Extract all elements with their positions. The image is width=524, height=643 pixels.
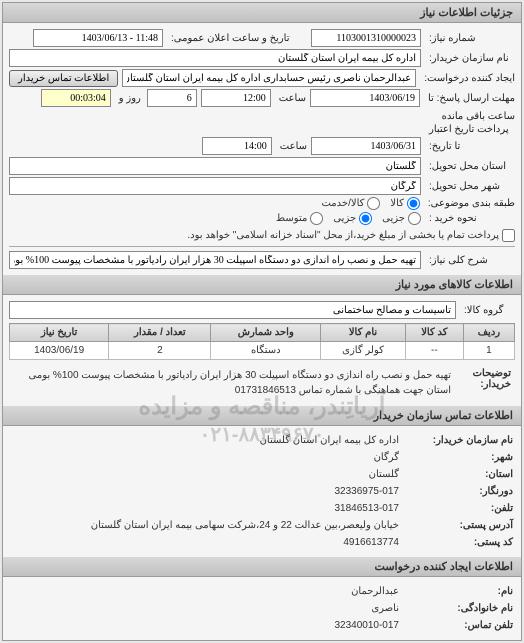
buyer-org-label: نام سازمان خریدار: — [425, 53, 515, 64]
announce-label: تاریخ و ساعت اعلان عمومی: — [167, 33, 307, 44]
deadline-date-input[interactable] — [310, 89, 420, 107]
col-name: نام کالا — [321, 324, 406, 342]
c-lbl-2: استان: — [403, 466, 513, 483]
city-input[interactable] — [9, 177, 421, 195]
pkg-radio-all[interactable] — [407, 197, 420, 210]
title-label: شرح کلی نیاز: — [425, 255, 515, 266]
c-lbl-6: کد پستی: — [403, 534, 513, 551]
pkg-opt-part[interactable]: کالا/خدمت — [321, 197, 380, 210]
cell-qty: 2 — [109, 342, 211, 360]
c-lbl-5: آدرس پستی: — [403, 517, 513, 534]
divider — [9, 246, 515, 247]
requester-block: نام:عبدالرحمان نام خانوادگی:ناصری تلفن ت… — [3, 577, 521, 640]
desc-label: توضیحات خریدار: — [455, 364, 515, 402]
cell-name: کولر گازی — [321, 342, 406, 360]
budget-3-label: متوسط — [276, 213, 307, 224]
credit-label: پرداخت تاریخ اعتبار — [425, 124, 515, 135]
contact-header: اطلاعات تماس سازمان خریدار — [3, 406, 521, 426]
col-date: تاریخ نیاز — [10, 324, 109, 342]
budget-1-label: جزیی — [382, 213, 405, 224]
remain-label: ساعت باقی مانده — [438, 111, 515, 122]
group-label: گروه کالا: — [460, 305, 515, 316]
budget-radio-3[interactable] — [310, 212, 323, 225]
budget-label: نحوه خرید : — [425, 213, 515, 224]
budget-2-label: جزیی — [333, 213, 356, 224]
col-unit: واحد شمارش — [211, 324, 321, 342]
budget-opt3[interactable]: متوسط — [276, 212, 323, 225]
desc-text: تهیه حمل و نصب راه اندازی دو دستگاه اسپی… — [9, 364, 455, 402]
requester-input[interactable] — [122, 69, 416, 87]
col-qty: تعداد / مقدار — [109, 324, 211, 342]
cell-code: -- — [405, 342, 463, 360]
budget-opt2[interactable]: جزیی — [333, 212, 372, 225]
pkg-opt-all[interactable]: کالا — [390, 197, 420, 210]
c-val-1: گرگان — [374, 449, 399, 466]
province-input[interactable] — [9, 157, 421, 175]
r-lbl-0: نام: — [403, 583, 513, 600]
city-label: شهر محل تحویل: — [425, 181, 515, 192]
deadline-time-label: ساعت — [275, 93, 306, 104]
desc-row: توضیحات خریدار: تهیه حمل و نصب راه انداز… — [9, 364, 515, 402]
budget-note-checkbox[interactable] — [502, 229, 515, 242]
deadline-time-input[interactable] — [201, 89, 271, 107]
c-lbl-3: دورنگار: — [403, 483, 513, 500]
validity-label: تا تاریخ: — [425, 141, 515, 152]
r-lbl-1: نام خانوادگی: — [403, 600, 513, 617]
days-input[interactable] — [147, 89, 197, 107]
c-lbl-0: نام سازمان خریدار: — [403, 432, 513, 449]
c-lbl-4: تلفن: — [403, 500, 513, 517]
budget-opt1[interactable]: جزیی — [382, 212, 421, 225]
r-val-1: ناصری — [371, 600, 399, 617]
request-no-label: شماره نیاز: — [425, 33, 515, 44]
table-row[interactable]: 1 -- کولر گازی دستگاه 2 1403/06/19 — [10, 342, 515, 360]
r-val-2: 32340010-017 — [334, 617, 399, 634]
validity-time-label: ساعت — [276, 141, 307, 152]
items-table: ردیف کد کالا نام کالا واحد شمارش تعداد /… — [9, 323, 515, 360]
budget-note-text: پرداخت تمام یا بخشی از مبلغ خرید،از محل … — [187, 230, 499, 241]
c-val-0: اداره کل بیمه ایران استان گلستان — [260, 432, 399, 449]
pkg-radio-part[interactable] — [367, 197, 380, 210]
c-val-3: 32336975-017 — [334, 483, 399, 500]
budget-note-check[interactable]: پرداخت تمام یا بخشی از مبلغ خرید،از محل … — [187, 229, 515, 242]
contact-block: نام سازمان خریدار:اداره کل بیمه ایران اس… — [3, 426, 521, 557]
group-input[interactable] — [9, 301, 456, 319]
announce-input[interactable] — [33, 29, 163, 47]
pkg-radio-group: کالا کالا/خدمت — [321, 197, 419, 210]
c-val-2: گلستان — [369, 466, 399, 483]
cell-date: 1403/06/19 — [10, 342, 109, 360]
c-val-4: 31846513-017 — [334, 500, 399, 517]
province-label: استان محل تحویل: — [425, 161, 515, 172]
main-header: جزئیات اطلاعات نیاز — [3, 3, 521, 23]
request-no-input[interactable] — [311, 29, 421, 47]
validity-time-input[interactable] — [202, 137, 272, 155]
requester-label: ایجاد کننده درخواست: — [420, 73, 515, 84]
budget-radio-2[interactable] — [359, 212, 372, 225]
deadline-label: مهلت ارسال پاسخ: تا — [424, 93, 515, 104]
validity-date-input[interactable] — [311, 137, 421, 155]
pkg-all-label: کالا — [390, 198, 404, 209]
r-val-0: عبدالرحمان — [351, 583, 399, 600]
budget-radio-1[interactable] — [408, 212, 421, 225]
cell-row: 1 — [463, 342, 514, 360]
requester-header: اطلاعات ایجاد کننده درخواست — [3, 557, 521, 577]
remain-input — [41, 89, 111, 107]
r-lbl-2: تلفن تماس: — [403, 617, 513, 634]
c-val-6: 4916613774 — [343, 534, 399, 551]
col-code: کد کالا — [405, 324, 463, 342]
cell-unit: دستگاه — [211, 342, 321, 360]
col-row: ردیف — [463, 324, 514, 342]
buyer-org-input[interactable] — [9, 49, 421, 67]
contact-buyer-button[interactable]: اطلاعات تماس خریدار — [9, 70, 118, 87]
c-lbl-1: شهر: — [403, 449, 513, 466]
days-label: روز و — [115, 93, 143, 104]
budget-radio-group: جزیی جزیی متوسط — [276, 212, 421, 225]
pkg-part-label: کالا/خدمت — [321, 198, 364, 209]
items-header: اطلاعات کالاهای مورد نیاز — [3, 275, 521, 295]
c-val-5: خیابان ولیعصر،بین عدالت 22 و 24،شرکت سها… — [91, 517, 399, 534]
title-input[interactable] — [9, 251, 421, 269]
pkg-label: طبقه بندی موضوعی: — [424, 198, 515, 209]
